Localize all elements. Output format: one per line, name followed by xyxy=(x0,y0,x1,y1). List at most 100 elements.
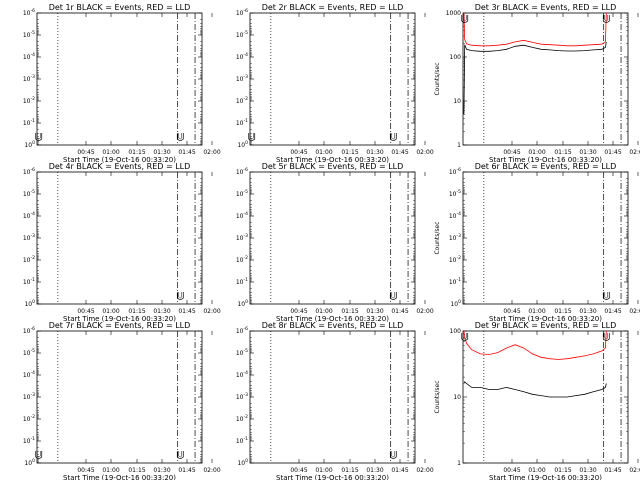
y-tick-label: 100 xyxy=(24,299,35,308)
y-tick-label: 100 xyxy=(237,458,248,467)
lld-series-line xyxy=(463,12,607,47)
u-marker-inner xyxy=(462,333,467,340)
y-tick-label: 10-6 xyxy=(236,326,248,335)
panel-title: Det 5r BLACK = Events, RED = LLD xyxy=(262,162,404,171)
u-marker-outer xyxy=(35,451,43,459)
x-tick-label: 01:15 xyxy=(128,149,145,156)
detector-panel-9: Det 9r BLACK = Events, RED = LLD 1 10 100 00… xyxy=(434,321,640,480)
y-tick-label: 10-5 xyxy=(236,348,248,357)
u-marker-inner xyxy=(178,292,183,299)
y-tick-label: 100 xyxy=(450,54,462,61)
y-tick-label: 10-5 xyxy=(236,189,248,198)
u-marker-inner xyxy=(36,451,41,458)
x-tick-label: 02:00 xyxy=(416,149,433,156)
y-tick-label: 10-4 xyxy=(236,52,248,61)
plot-frame xyxy=(462,12,629,146)
x-tick-label: 01:15 xyxy=(128,467,145,474)
u-marker xyxy=(35,451,43,459)
y-tick-label: 100 xyxy=(450,299,461,308)
x-tick-label: 01:15 xyxy=(128,308,145,315)
u-marker-outer xyxy=(35,133,43,141)
y-tick-label: 10-5 xyxy=(23,348,35,357)
lld-series-line xyxy=(463,330,607,360)
y-tick-label: 10-6 xyxy=(23,8,35,17)
y-tick-label: 10-2 xyxy=(449,255,461,264)
u-marker-outer xyxy=(176,451,184,459)
y-tick-label: 10-3 xyxy=(236,392,248,401)
y-tick-label: 10-1 xyxy=(236,118,248,127)
u-marker xyxy=(35,133,43,141)
x-tick-label: 00:45 xyxy=(503,308,520,315)
y-tick-label: 10-3 xyxy=(236,74,248,83)
y-tick-label: 10-6 xyxy=(449,167,461,176)
y-tick-label: 10-3 xyxy=(23,233,35,242)
panel-title: Det 7r BLACK = Events, RED = LLD xyxy=(49,321,191,330)
x-tick-label: 01:15 xyxy=(341,149,358,156)
u-marker xyxy=(389,451,397,459)
y-tick-label: 100 xyxy=(24,140,35,149)
plot-frame xyxy=(36,171,203,305)
y-tick-label: 10-2 xyxy=(236,414,248,423)
y-tick-label: 10-1 xyxy=(236,436,248,445)
x-tick-label: 00:45 xyxy=(503,149,520,156)
u-marker-inner xyxy=(391,133,396,140)
detector-panel-1: Det 1r BLACK = Events, RED = LLD 100 10-1 1… xyxy=(23,3,221,164)
x-tick-label: 01:15 xyxy=(554,308,571,315)
y-tick-label: 10-4 xyxy=(236,211,248,220)
panel-title: Det 6r BLACK = Events, RED = LLD xyxy=(475,162,617,171)
x-tick-label: 01:00 xyxy=(528,308,545,315)
y-tick-label: 10-1 xyxy=(23,118,35,127)
x-tick-label: 01:30 xyxy=(366,308,383,315)
detector-panel-3: Det 3r BLACK = Events, RED = LLD 1 10 100 10… xyxy=(434,3,640,164)
panel-title: Det 4r BLACK = Events, RED = LLD xyxy=(49,162,191,171)
x-tick-label: 02:00 xyxy=(416,467,433,474)
y-tick-label: 10-6 xyxy=(23,167,35,176)
y-tick-label: 10-4 xyxy=(23,370,35,379)
x-tick-label: 00:45 xyxy=(290,149,307,156)
u-marker-inner xyxy=(391,451,396,458)
x-tick-label: 01:30 xyxy=(579,149,596,156)
panel-title: Det 2r BLACK = Events, RED = LLD xyxy=(262,3,404,12)
y-tick-label: 10-1 xyxy=(449,277,461,286)
x-tick-label: 00:45 xyxy=(77,467,94,474)
x-tick-label: 00:45 xyxy=(503,467,520,474)
x-tick-label: 01:00 xyxy=(528,149,545,156)
plot-frame xyxy=(249,330,416,464)
y-axis-label: Counts/sec xyxy=(434,221,441,254)
y-axis-label: Counts/sec xyxy=(434,380,441,413)
u-marker-outer xyxy=(389,133,397,141)
x-tick-label: 01:00 xyxy=(102,149,119,156)
x-tick-label: 01:30 xyxy=(153,149,170,156)
u-marker-inner xyxy=(604,292,609,299)
panel-title: Det 1r BLACK = Events, RED = LLD xyxy=(49,3,191,12)
panel-title: Det 3r BLACK = Events, RED = LLD xyxy=(475,3,617,12)
u-marker-outer xyxy=(461,333,469,341)
detector-panel-6: Det 6r BLACK = Events, RED = LLD 100 10-1 1… xyxy=(434,162,640,323)
detector-panel-5: Det 5r BLACK = Events, RED = LLD 100 10-1 1… xyxy=(236,162,434,323)
y-tick-label: 10-2 xyxy=(236,255,248,264)
x-tick-label: 01:15 xyxy=(554,467,571,474)
u-marker-inner xyxy=(178,451,183,458)
u-marker xyxy=(248,133,256,141)
y-tick-label: 100 xyxy=(24,458,35,467)
x-tick-label: 01:45 xyxy=(178,149,195,156)
x-tick-label: 01:00 xyxy=(315,149,332,156)
y-tick-label: 10-4 xyxy=(23,52,35,61)
plot-frame xyxy=(36,330,203,464)
u-marker xyxy=(389,292,397,300)
u-marker xyxy=(461,333,469,341)
y-tick-label: 10-4 xyxy=(449,211,461,220)
y-tick-label: 10-1 xyxy=(23,277,35,286)
x-tick-label: 01:45 xyxy=(178,467,195,474)
x-tick-label: 01:00 xyxy=(102,467,119,474)
x-axis-label: Start Time (19-Oct-16 00:33:20) xyxy=(63,474,176,480)
y-tick-label: 10-4 xyxy=(23,211,35,220)
y-tick-label: 10-6 xyxy=(23,326,35,335)
u-marker xyxy=(389,133,397,141)
x-axis-label: Start Time (19-Oct-16 00:33:20) xyxy=(489,474,602,480)
y-tick-label: 10-2 xyxy=(23,255,35,264)
u-marker-outer xyxy=(389,292,397,300)
x-tick-label: 00:45 xyxy=(77,149,94,156)
events-series-line xyxy=(463,41,607,115)
x-axis-label: Start Time (19-Oct-16 00:33:20) xyxy=(276,156,389,164)
